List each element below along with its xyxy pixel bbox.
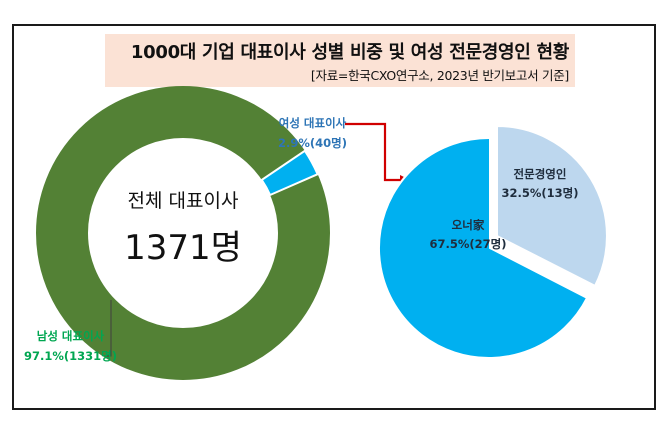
pie-chart xyxy=(377,124,608,359)
professional-label-value: 32.5%(13명) xyxy=(501,186,579,200)
donut-center-title: 전체 대표이사 xyxy=(127,190,239,212)
chart-title: 1000대 기업 대표이사 성별 비중 및 여성 전문경영인 현황 xyxy=(130,42,569,63)
donut-center-value: 1371명 xyxy=(124,228,242,268)
owner-label-value: 67.5%(27명) xyxy=(429,237,507,251)
owner-data-label: 오너家 67.5%(27명) xyxy=(418,216,518,254)
female-label-value: 2.9%(40명) xyxy=(278,136,347,150)
female-label-name: 여성 대표이사 xyxy=(278,116,347,130)
callout-arrow xyxy=(345,122,410,185)
male-data-label: 남성 대표이사 97.1%(1331명) xyxy=(24,326,117,366)
owner-label-name: 오너家 xyxy=(451,218,485,232)
donut-center-label: 전체 대표이사 1371명 xyxy=(103,188,263,272)
title-box: 1000대 기업 대표이사 성별 비중 및 여성 전문경영인 현황 [자료=한국… xyxy=(105,34,575,87)
donut-male-segment xyxy=(36,86,330,380)
pie-owner-segment xyxy=(377,136,589,359)
professional-label-name: 전문경영인 xyxy=(513,167,567,181)
chart-frame xyxy=(12,24,656,410)
male-label-name: 남성 대표이사 xyxy=(36,329,105,343)
chart-source: [자료=한국CXO연구소, 2023년 반기보고서 기준] xyxy=(310,68,569,83)
pie-professional-segment xyxy=(496,124,608,288)
donut-female-segment xyxy=(260,149,319,197)
female-data-label: 여성 대표이사 2.9%(40명) xyxy=(278,113,347,153)
male-label-value: 97.1%(1331명) xyxy=(24,349,117,363)
donut-chart xyxy=(36,86,330,380)
professional-data-label: 전문경영인 32.5%(13명) xyxy=(498,165,582,203)
male-leader-line xyxy=(105,300,112,357)
